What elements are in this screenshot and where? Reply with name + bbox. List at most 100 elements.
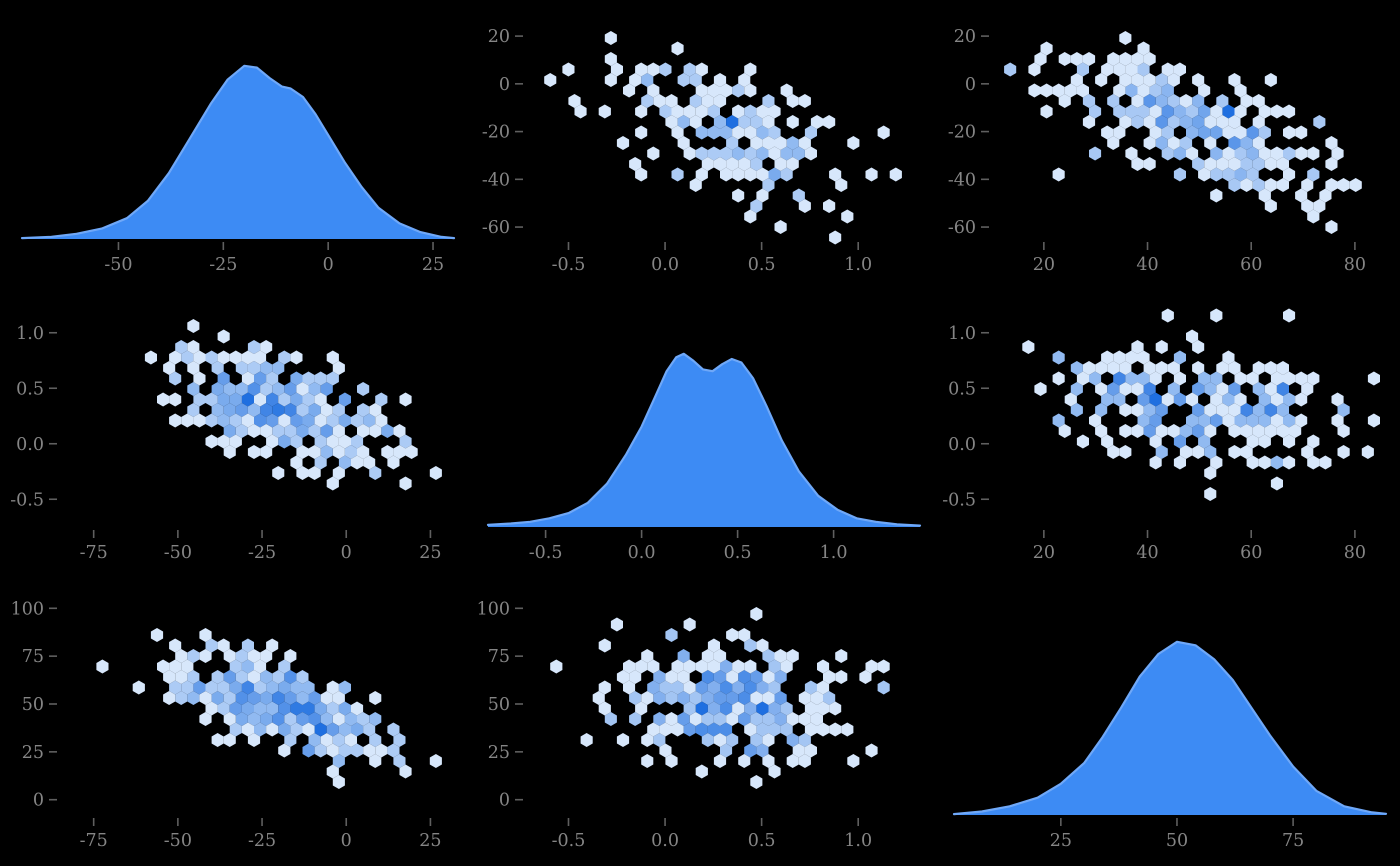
hex-cell — [351, 413, 364, 428]
hex-cell — [1198, 371, 1211, 386]
hex-cell — [1301, 382, 1314, 396]
hex-cell — [266, 722, 279, 737]
hex-cell — [187, 691, 200, 705]
hex-cell — [701, 691, 714, 705]
hex-cell — [338, 743, 351, 758]
hex-cell — [750, 712, 763, 726]
x-tick-label: 0.5 — [748, 255, 776, 275]
hex-cell — [1137, 392, 1150, 407]
hex-cell — [1240, 178, 1253, 192]
hex-cell — [187, 361, 200, 375]
hex-cell — [217, 329, 230, 344]
hex-cell — [768, 146, 781, 161]
hex-cell — [1258, 413, 1271, 428]
x-tick-label: 1.0 — [820, 543, 848, 563]
hex-cell — [278, 701, 291, 716]
hex-cell — [1228, 157, 1241, 171]
hex-cell — [1131, 382, 1144, 396]
hex-cell — [1246, 413, 1259, 428]
hex-cell — [726, 136, 739, 150]
hex-cell — [314, 743, 327, 758]
y-tick-label: 0 — [33, 791, 44, 811]
x-tick-label: 80 — [1344, 543, 1366, 563]
hex-cell — [1210, 146, 1223, 161]
hex-cell — [1301, 178, 1314, 192]
hex-cell — [332, 424, 345, 438]
hex-cell — [278, 659, 291, 674]
hex-cell — [817, 722, 830, 737]
y-tick-label: 0.5 — [16, 379, 44, 399]
hex-cell — [701, 733, 714, 747]
hex-cell — [369, 424, 382, 438]
hex-cell — [1119, 445, 1132, 459]
hex-cell — [695, 62, 708, 77]
hex-cell — [1222, 392, 1235, 407]
hex-cell — [1070, 52, 1083, 66]
hex-cell — [847, 754, 860, 768]
hex-cell — [1131, 52, 1144, 66]
y-tick-label: 0 — [499, 791, 510, 811]
hex-cell — [568, 94, 581, 108]
hex-cell — [780, 83, 793, 98]
hex-cell — [823, 115, 836, 129]
hex-cell — [762, 691, 775, 705]
hex-cell — [804, 722, 817, 737]
hex-cell — [750, 733, 763, 747]
hex-cell — [1101, 350, 1114, 365]
y-tick-label: -40 — [482, 170, 510, 190]
x-axis-ticks: 25 50 75 — [1050, 818, 1304, 851]
hex-cell — [1095, 403, 1108, 417]
hex-cell — [1119, 361, 1132, 375]
hex-cell — [260, 712, 273, 726]
hex-cell — [1143, 382, 1156, 396]
hex-cell — [1204, 487, 1217, 501]
hex-cell — [1119, 73, 1132, 87]
hex-cell — [399, 764, 412, 779]
hex-cell — [1210, 371, 1223, 386]
hex-cell — [1131, 115, 1144, 129]
hex-cell — [1252, 157, 1265, 171]
hex-cell — [641, 754, 654, 768]
hex-cell — [1264, 178, 1277, 192]
hex-cell — [163, 670, 176, 684]
hex-cell — [616, 670, 630, 684]
hex-cell — [1228, 115, 1241, 129]
hex-cell — [1234, 83, 1247, 98]
hex-cell — [241, 392, 254, 407]
hex-cell — [738, 712, 751, 726]
x-tick-label: -25 — [248, 831, 276, 851]
hex-cell — [302, 701, 315, 716]
hex-cell — [247, 445, 261, 459]
subplot-2-2: 25 50 75 — [932, 577, 1398, 865]
hex-cell — [1295, 392, 1308, 407]
hex-cell — [877, 680, 890, 695]
hex-cell — [786, 136, 799, 150]
hex-cell — [1022, 340, 1035, 354]
hex-cell — [223, 445, 236, 459]
kde-curve — [952, 640, 1388, 816]
y-tick-label: 75 — [22, 647, 44, 667]
hex-cell — [1234, 413, 1247, 428]
hex-cell — [1258, 455, 1271, 470]
hex-cell — [1143, 361, 1156, 375]
kde-curve — [486, 352, 922, 527]
hex-cell — [272, 403, 285, 417]
hex-cell — [320, 382, 333, 396]
hex-cell — [1137, 350, 1150, 365]
hex-cell — [1034, 52, 1047, 66]
hex-cell — [393, 424, 406, 438]
hex-cell — [284, 403, 297, 417]
x-tick-label: -50 — [164, 831, 192, 851]
hex-cell — [695, 722, 708, 737]
subplot-1-0: -75 -50 -25 0 25 1.0 0.5 0.0 -0.5 — [0, 289, 466, 577]
hex-cell — [817, 659, 830, 674]
hex-cell — [695, 83, 708, 98]
hex-cell — [1264, 424, 1277, 438]
hex-cell — [1276, 178, 1289, 192]
hex-cell — [732, 188, 745, 203]
hex-cell — [1252, 361, 1265, 375]
hex-cell — [774, 712, 787, 726]
hex-cell — [762, 649, 775, 663]
hex-cell — [792, 146, 805, 161]
hex-cell — [738, 670, 751, 684]
